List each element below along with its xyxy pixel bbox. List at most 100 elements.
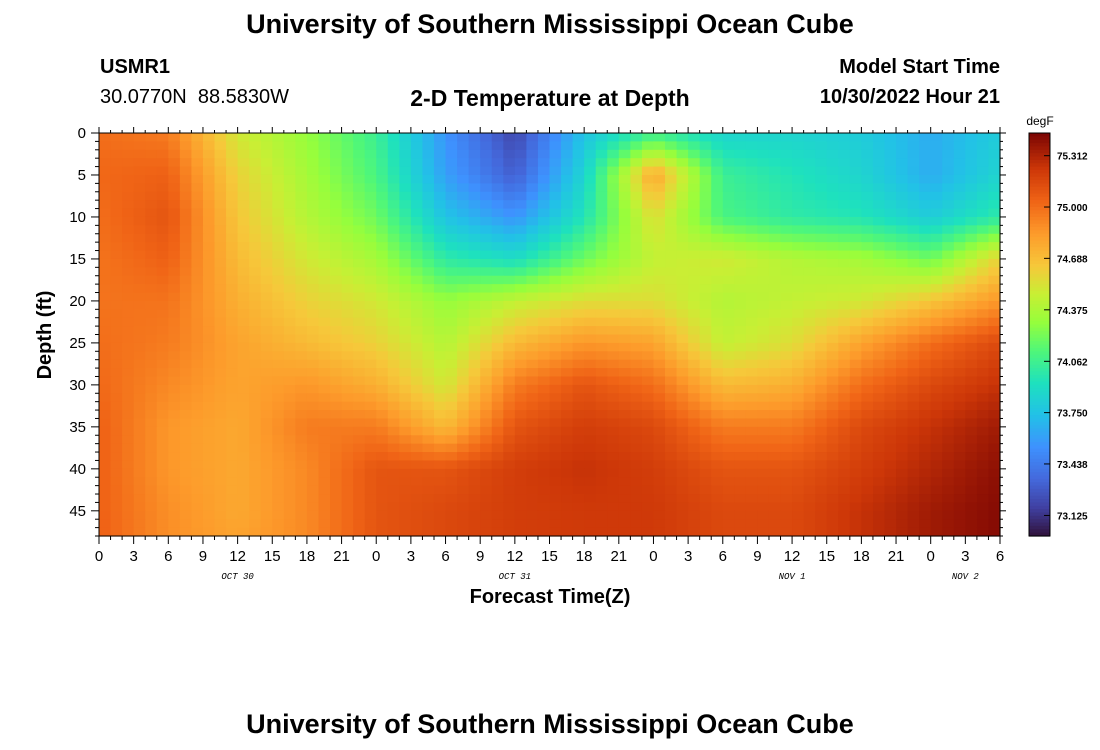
heatmap-cell bbox=[711, 141, 724, 151]
heatmap-cell bbox=[630, 275, 643, 285]
heatmap-cell bbox=[561, 468, 574, 478]
heatmap-cell bbox=[745, 342, 759, 352]
heatmap-cell bbox=[849, 275, 862, 285]
heatmap-cell bbox=[156, 494, 169, 504]
heatmap-cell bbox=[237, 468, 250, 478]
heatmap-cell bbox=[514, 309, 527, 319]
heatmap-cell bbox=[526, 225, 539, 235]
x-tick-label: 18 bbox=[853, 548, 870, 565]
colorbar-segment bbox=[1029, 502, 1050, 507]
heatmap-cell bbox=[514, 410, 527, 420]
heatmap-cell bbox=[410, 284, 424, 294]
heatmap-cell bbox=[330, 519, 343, 529]
heatmap-cell bbox=[641, 250, 655, 260]
heatmap-cell bbox=[330, 141, 343, 151]
heatmap-cell bbox=[930, 502, 943, 512]
heatmap-cell bbox=[653, 519, 666, 529]
heatmap-cell bbox=[272, 519, 285, 529]
heatmap-cell bbox=[399, 208, 412, 218]
heatmap-cell bbox=[237, 494, 250, 504]
heatmap-cell bbox=[283, 258, 296, 268]
heatmap-cell bbox=[145, 494, 158, 504]
heatmap-cell bbox=[549, 309, 562, 319]
x-tick-label: 0 bbox=[649, 548, 657, 565]
heatmap-cell bbox=[919, 384, 932, 394]
heatmap-cell bbox=[780, 401, 793, 411]
heatmap-cell bbox=[676, 384, 689, 394]
heatmap-cell bbox=[179, 527, 193, 537]
heatmap-cell bbox=[156, 267, 169, 277]
heatmap-cell bbox=[780, 275, 793, 285]
heatmap-cell bbox=[110, 233, 123, 243]
heatmap-cell bbox=[283, 267, 296, 277]
heatmap-cell bbox=[561, 200, 574, 210]
heatmap-cell bbox=[792, 519, 805, 529]
heatmap-cell bbox=[849, 351, 862, 361]
heatmap-cell bbox=[838, 250, 851, 260]
heatmap-cell bbox=[930, 494, 943, 504]
heatmap-cell bbox=[861, 401, 874, 411]
heatmap-cell bbox=[907, 233, 920, 243]
heatmap-cell bbox=[930, 368, 943, 378]
heatmap-cell bbox=[688, 309, 701, 319]
heatmap-cell bbox=[122, 317, 135, 327]
heatmap-cell bbox=[665, 141, 678, 151]
heatmap-cell bbox=[410, 359, 424, 369]
heatmap-cell bbox=[318, 183, 331, 193]
heatmap-cell bbox=[572, 158, 585, 168]
heatmap-cell bbox=[295, 292, 308, 302]
heatmap-cell bbox=[249, 275, 262, 285]
heatmap-cell bbox=[145, 410, 158, 420]
heatmap-cell bbox=[491, 317, 504, 327]
colorbar-segment bbox=[1029, 277, 1050, 282]
heatmap-cell bbox=[665, 158, 678, 168]
heatmap-cell bbox=[780, 426, 793, 436]
heatmap-cell bbox=[237, 384, 250, 394]
heatmap-cell bbox=[110, 317, 123, 327]
heatmap-cell bbox=[919, 166, 932, 176]
heatmap-cell bbox=[907, 477, 920, 487]
heatmap-cell bbox=[641, 158, 655, 168]
heatmap-cell bbox=[433, 267, 447, 277]
heatmap-cell bbox=[110, 158, 123, 168]
heatmap-cell bbox=[953, 519, 966, 529]
heatmap-cell bbox=[965, 149, 978, 159]
heatmap-cell bbox=[237, 435, 250, 445]
heatmap-cell bbox=[537, 233, 551, 243]
heatmap-cell bbox=[295, 401, 308, 411]
heatmap-cell bbox=[595, 191, 608, 201]
heatmap-cell bbox=[249, 158, 262, 168]
colorbar-segment bbox=[1029, 438, 1050, 443]
heatmap-cell bbox=[191, 351, 204, 361]
heatmap-cell bbox=[145, 258, 158, 268]
heatmap-cell bbox=[861, 242, 874, 252]
heatmap-cell bbox=[179, 292, 193, 302]
x-tick-label: 6 bbox=[164, 548, 172, 565]
heatmap-cell bbox=[607, 418, 620, 428]
heatmap-cell bbox=[457, 452, 470, 462]
heatmap-cell bbox=[272, 351, 285, 361]
heatmap-cell bbox=[584, 485, 597, 495]
heatmap-cell bbox=[907, 242, 920, 252]
heatmap-cell bbox=[676, 242, 689, 252]
heatmap-cell bbox=[676, 216, 689, 226]
heatmap-cell bbox=[272, 208, 285, 218]
heatmap-cell bbox=[249, 233, 262, 243]
heatmap-cell bbox=[110, 410, 123, 420]
heatmap-cell bbox=[376, 326, 389, 336]
heatmap-cell bbox=[630, 326, 643, 336]
heatmap-cell bbox=[838, 191, 851, 201]
heatmap-cell bbox=[376, 368, 389, 378]
heatmap-cell bbox=[953, 477, 966, 487]
heatmap-cell bbox=[364, 410, 377, 420]
heatmap-cell bbox=[884, 183, 897, 193]
heatmap-cell bbox=[260, 460, 273, 470]
heatmap-cell bbox=[422, 309, 435, 319]
heatmap-cell bbox=[618, 191, 631, 201]
heatmap-cell bbox=[584, 326, 597, 336]
heatmap-cell bbox=[526, 300, 539, 310]
heatmap-cell bbox=[179, 183, 193, 193]
heatmap-cell bbox=[942, 393, 955, 403]
heatmap-cell bbox=[145, 250, 158, 260]
heatmap-cell bbox=[491, 183, 504, 193]
